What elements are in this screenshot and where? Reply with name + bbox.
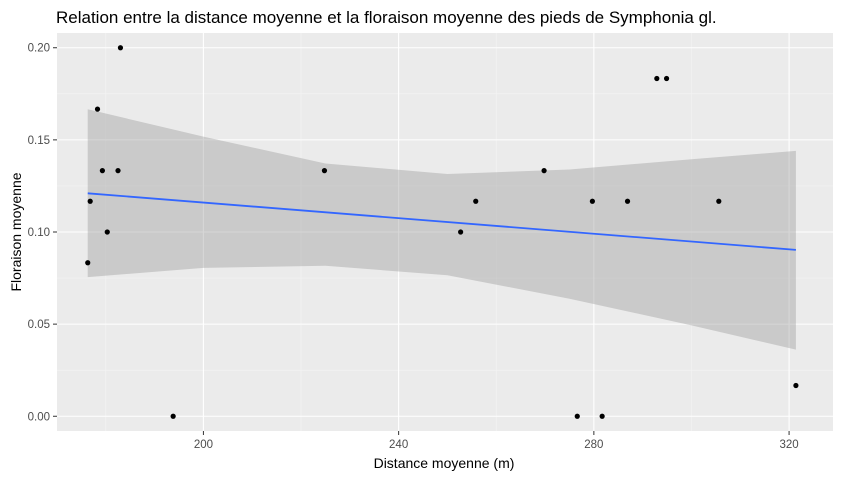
x-tick-label: 240: [389, 439, 408, 451]
data-point: [117, 45, 124, 51]
x-tick-label: 320: [779, 439, 798, 451]
chart-title: Relation entre la distance moyenne et la…: [56, 8, 717, 27]
data-point: [458, 229, 464, 235]
data-point: [321, 168, 328, 174]
y-tick-label: 0.00: [28, 411, 50, 423]
data-points: [85, 45, 799, 419]
data-point: [793, 382, 799, 389]
y-axis: 0.00 0.05 0.10 0.15 0.20: [28, 43, 57, 423]
x-tick-label: 280: [584, 439, 603, 451]
data-point: [599, 413, 605, 419]
data-point: [85, 260, 91, 266]
y-tick-label: 0.20: [28, 43, 50, 55]
data-point: [541, 168, 547, 174]
x-axis-title: Distance moyenne (m): [374, 455, 515, 471]
data-point: [654, 75, 660, 82]
confidence-band: [87, 109, 796, 350]
data-point: [624, 198, 631, 204]
data-point: [99, 168, 105, 174]
y-tick-label: 0.05: [28, 319, 50, 331]
data-point: [716, 198, 722, 204]
x-axis: 200 240 280 320: [194, 431, 799, 451]
data-point: [574, 413, 580, 419]
data-point: [170, 413, 176, 419]
data-point: [473, 198, 479, 204]
data-point: [663, 75, 670, 82]
x-tick-label: 200: [194, 439, 213, 451]
data-point: [87, 198, 93, 204]
regression-line: [87, 192, 796, 251]
data-point: [94, 106, 101, 112]
data-point: [104, 229, 110, 235]
data-point: [589, 198, 595, 204]
y-axis-title: Floraison moyenne: [8, 172, 24, 291]
major-gridlines: [57, 33, 833, 431]
data-point: [115, 168, 121, 174]
y-tick-label: 0.10: [28, 227, 50, 239]
y-tick-label: 0.15: [28, 135, 50, 147]
